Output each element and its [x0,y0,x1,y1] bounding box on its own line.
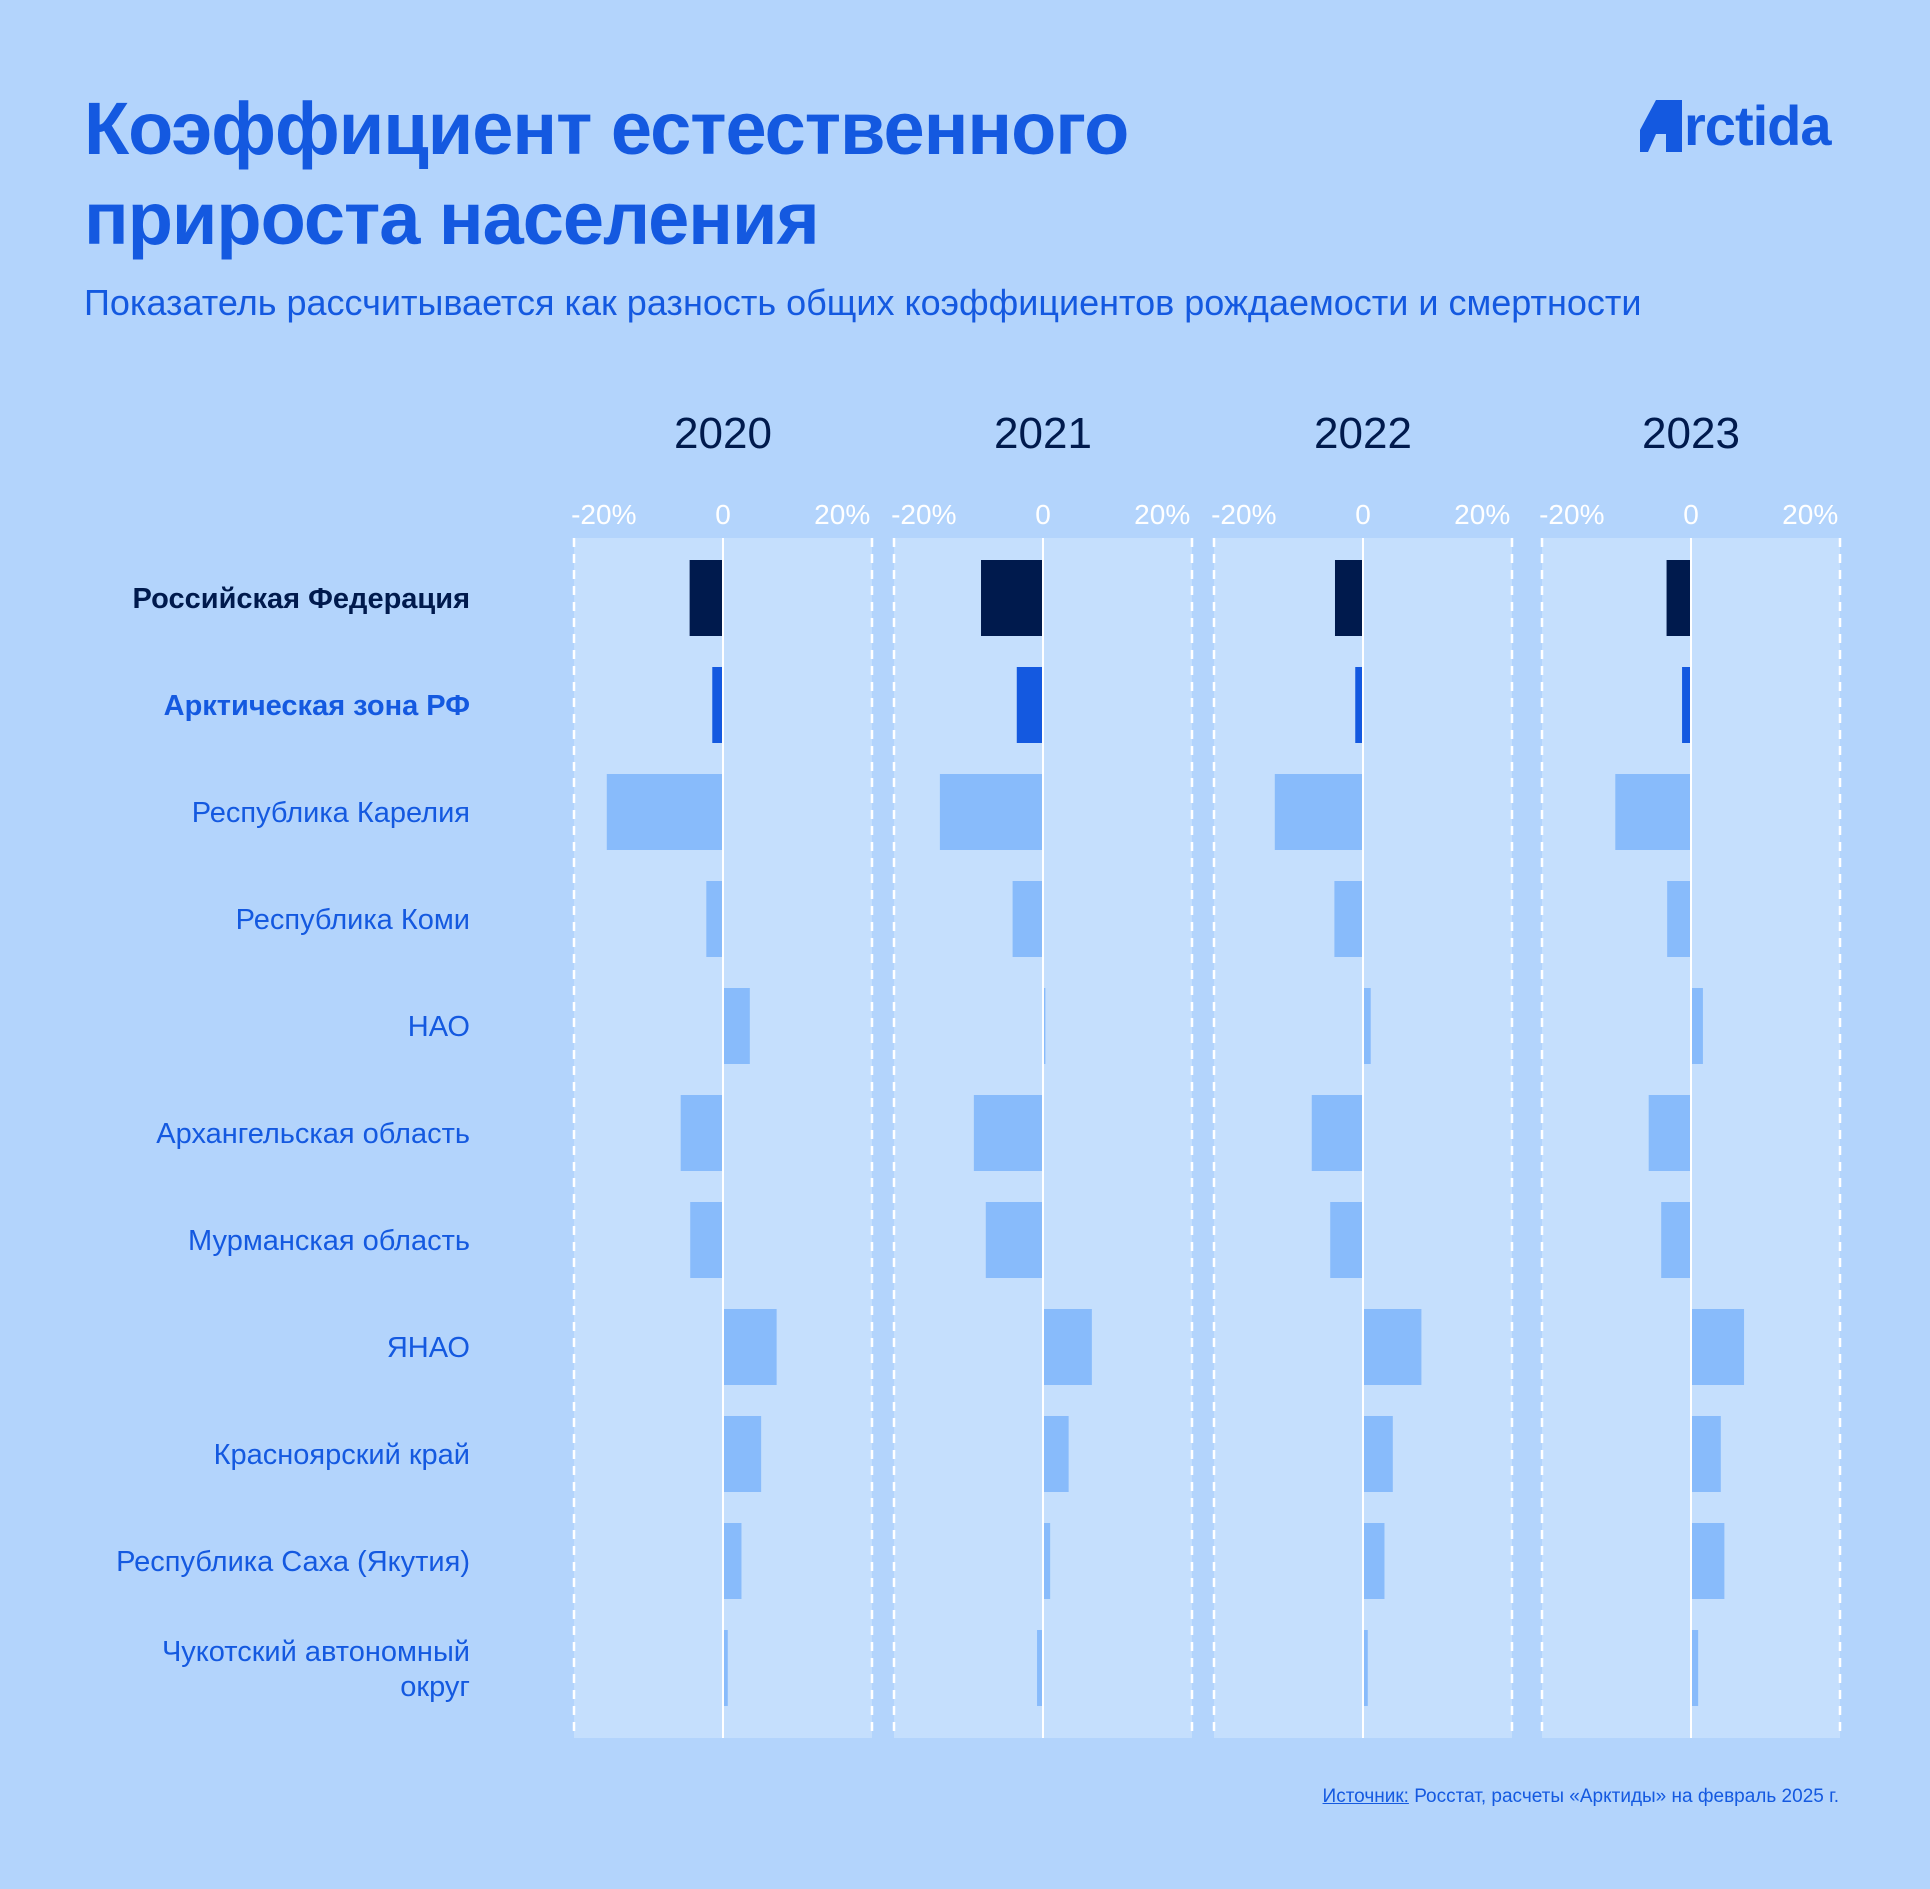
bar [1363,988,1371,1064]
row-label: Мурманская область [188,1225,470,1257]
bar [689,560,723,636]
tick-label: 20% [1454,499,1510,530]
row-label: ЯНАО [387,1332,470,1364]
bar [723,1416,762,1492]
bar [1363,1416,1393,1492]
bar [1334,560,1363,636]
row-label: Чукотский автономный округ [162,1636,470,1703]
tick-label: 0 [715,499,731,530]
bar [1661,1202,1691,1278]
row-label: Республика Карелия [192,797,470,829]
tick-label: 20% [814,499,870,530]
row-label: Республика Коми [236,904,470,936]
tick-label: -20% [1211,499,1276,530]
tick-label: 0 [1355,499,1371,530]
bar [1666,560,1691,636]
row-label: Республика Саха (Якутия) [116,1546,470,1578]
bar [1363,1309,1422,1385]
row-label: Архангельская область [156,1118,470,1150]
bar [1691,1523,1725,1599]
bar [1043,1523,1051,1599]
arctida-a-icon [1640,100,1682,152]
logo-text: rctida [1684,94,1831,157]
row-label: Арктическая зона РФ [164,690,470,722]
bar [1334,881,1363,957]
tick-label: -20% [891,499,956,530]
bar [1667,881,1691,957]
source-text: Росстат, расчеты «Арктиды» на февраль 20… [1408,1786,1839,1807]
bar [680,1095,723,1171]
bar [706,881,723,957]
tick-label: 20% [1782,499,1838,530]
bar [1691,1630,1699,1706]
bar [1691,988,1703,1064]
panel-year-label: 2020 [674,409,772,458]
bar [723,1523,742,1599]
bar [1311,1095,1363,1171]
bar [1682,667,1691,743]
bar [723,1630,728,1706]
bar [973,1095,1043,1171]
tick-label: 0 [1683,499,1699,530]
source-note: Источник: Росстат, расчеты «Арктиды» на … [1323,1786,1839,1808]
row-label: Российская Федерация [133,583,470,615]
source-label[interactable]: Источник: [1322,1786,1409,1807]
row-label: Красноярский край [214,1439,470,1471]
panel-year-label: 2023 [1642,409,1740,458]
chart-title: Коэффициент естественного прироста насел… [84,84,1129,264]
bar [1691,1309,1745,1385]
bar [1043,1416,1069,1492]
bar [606,774,723,850]
panel-year-label: 2022 [1314,409,1412,458]
bar [985,1202,1043,1278]
bar [1363,1630,1368,1706]
bar [723,1309,777,1385]
bar [1330,1202,1363,1278]
tick-label: -20% [571,499,636,530]
tick-label: 0 [1035,499,1051,530]
bar [1355,667,1363,743]
bar [1615,774,1691,850]
bar [1016,667,1043,743]
tick-label: 20% [1134,499,1190,530]
title-line-2: прироста населения [84,177,820,260]
bar [1043,988,1046,1064]
bar [981,560,1043,636]
bar-chart: 2020 -20% 0 20% 2021 -20% 0 20% 2022 -20% 0 20% 2023… [116,409,1842,1738]
bar [1274,774,1363,850]
bar [939,774,1043,850]
bar [712,667,723,743]
bar [1012,881,1043,957]
bar [723,988,750,1064]
bar [1648,1095,1691,1171]
bar [1043,1309,1092,1385]
row-label: НАО [408,1011,470,1043]
chart-subtitle: Показатель рассчитывается как разность о… [84,282,1642,323]
panel-year-label: 2021 [994,409,1092,458]
tick-label: -20% [1539,499,1604,530]
arctida-logo: rctida [1640,96,1831,156]
title-line-1: Коэффициент естественного [84,87,1129,170]
bar [690,1202,723,1278]
bar [1037,1630,1043,1706]
bar [1691,1416,1721,1492]
bar [1363,1523,1385,1599]
